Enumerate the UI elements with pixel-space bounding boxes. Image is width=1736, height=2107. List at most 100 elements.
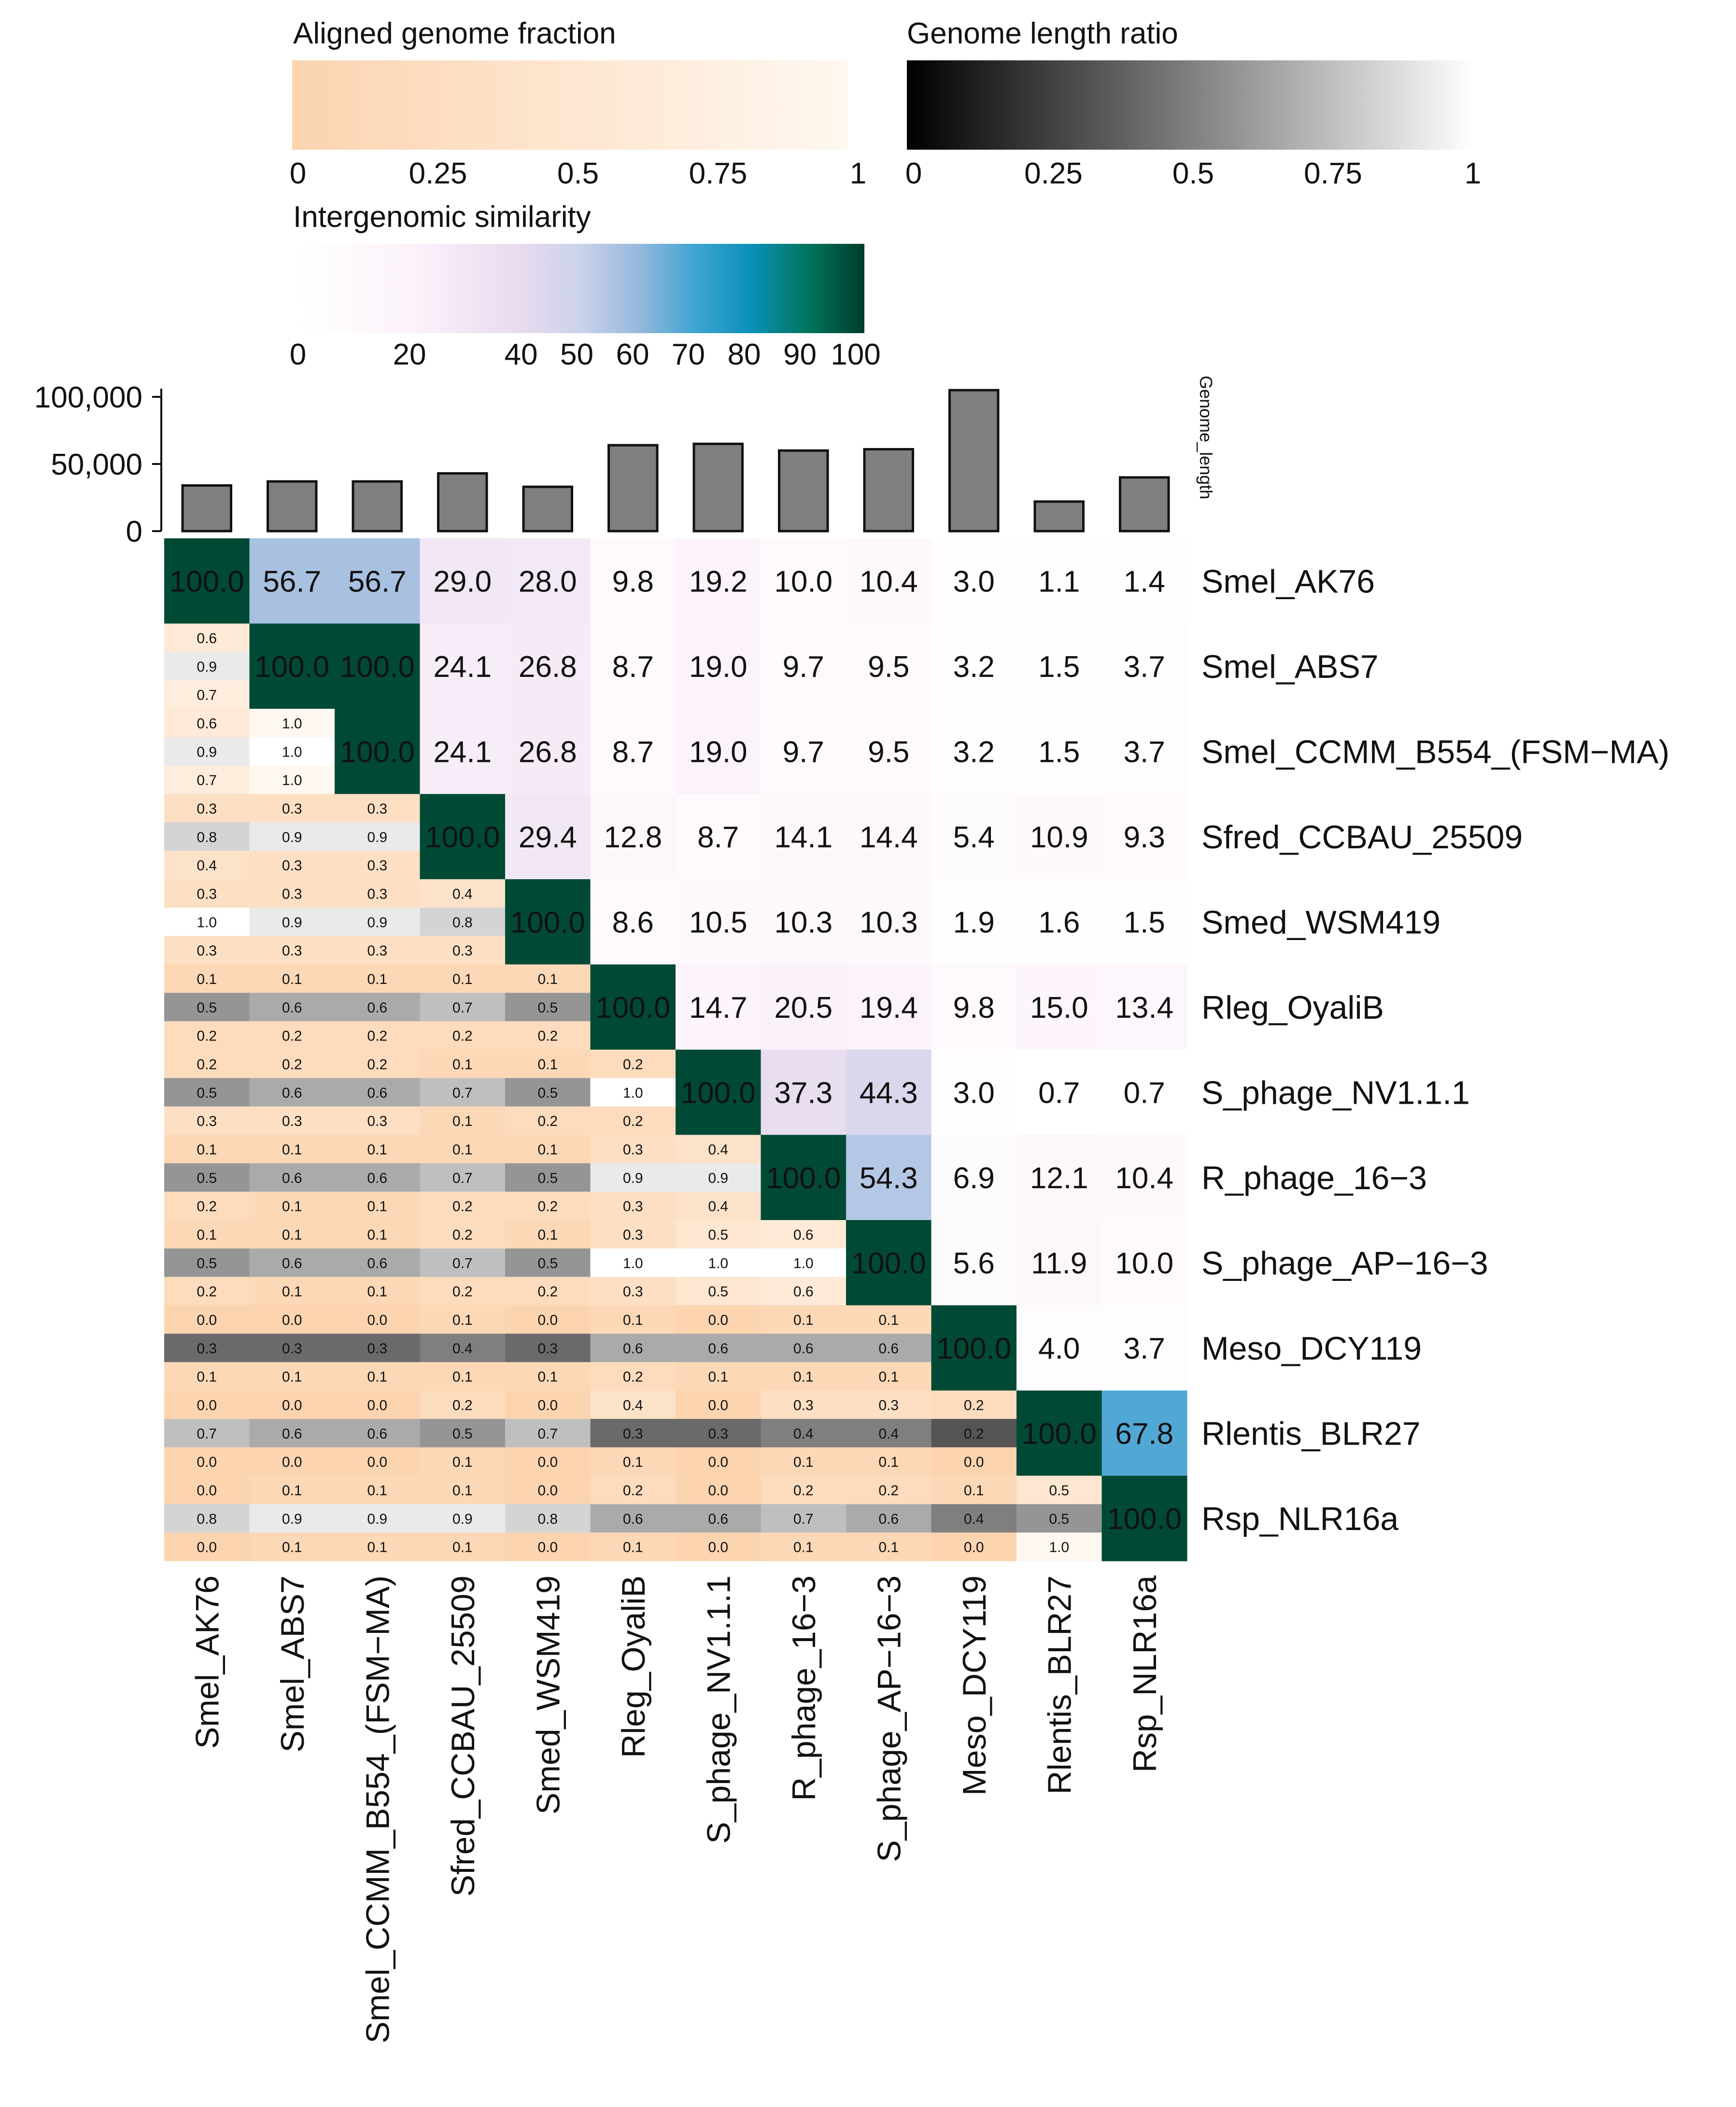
heatmap-subcell-value: 0.3	[623, 1142, 643, 1158]
heatmap-subcell-value: 0.1	[452, 971, 473, 987]
heatmap-cell-value: 10.3	[774, 906, 833, 939]
heatmap-cell-value: 10.3	[860, 906, 918, 939]
heatmap-cell	[1016, 538, 1102, 624]
heatmap-subcell-value: 0.0	[197, 1483, 217, 1499]
legend-ratio-ticks: 0 0.25 0.5 0.75 1	[905, 157, 1481, 190]
heatmap-cell-value: 56.7	[348, 565, 407, 598]
heatmap-subcell-value: 0.0	[708, 1397, 728, 1413]
heatmap-subcell	[931, 1447, 1017, 1476]
heatmap-subcell	[1016, 1532, 1102, 1561]
heatmap-subcell-value: 0.5	[708, 1227, 728, 1243]
heatmap-cell-value: 24.1	[433, 735, 492, 769]
legend-tick-label: 0.5	[1172, 157, 1214, 190]
heatmap-subcell-value: 0.4	[452, 1341, 473, 1357]
heatmap-subcell-value: 0.1	[623, 1454, 643, 1470]
heatmap-cell-value: 3.7	[1124, 1332, 1165, 1365]
heatmap-subcell-value: 0.4	[708, 1199, 728, 1215]
heatmap-cell-value: 8.7	[612, 735, 654, 769]
heatmap-subcell-value: 0.0	[282, 1454, 302, 1470]
heatmap-subcell-value: 0.6	[367, 1085, 387, 1101]
heatmap-subcell-value: 0.3	[367, 858, 387, 874]
heatmap-cell	[846, 879, 932, 965]
heatmap-subcell	[590, 1163, 676, 1192]
heatmap-subcell-value: 0.0	[367, 1397, 387, 1413]
heatmap-cell-value: 67.8	[1115, 1417, 1173, 1450]
heatmap-subcell-value: 0.0	[367, 1312, 387, 1328]
heatmap-subcell	[164, 1334, 250, 1363]
heatmap-cell-value: 10.4	[1115, 1162, 1173, 1195]
heatmap-subcell	[505, 1419, 591, 1448]
column-label: Rsp_NLR16a	[1127, 1575, 1163, 1772]
heatmap-subcell-value: 0.5	[197, 1255, 217, 1271]
heatmap-subcell	[164, 1248, 250, 1278]
heatmap-subcell-value: 0.7	[452, 1170, 473, 1186]
heatmap-subcell-value: 0.1	[282, 971, 302, 987]
heatmap-subcell-value: 0.5	[197, 1170, 217, 1186]
heatmap-subcell-value: 0.1	[197, 971, 217, 987]
heatmap-cell-value: 1.6	[1038, 906, 1080, 939]
heatmap-subcell	[249, 879, 335, 908]
heatmap-subcell	[1016, 1504, 1102, 1533]
heatmap-subcell	[505, 1532, 591, 1561]
heatmap-subcell-value: 0.1	[282, 1369, 302, 1385]
heatmap-cell-value: 100.0	[595, 991, 670, 1025]
heatmap-subcell-value: 0.6	[367, 1426, 387, 1442]
heatmap-subcell	[164, 1419, 250, 1448]
heatmap-cell	[1101, 709, 1187, 795]
heatmap-subcell	[335, 1532, 421, 1561]
row-label: Smel_CCMM_B554_(FSM−MA)	[1201, 733, 1669, 770]
heatmap-subcell	[335, 1220, 421, 1249]
heatmap-subcell-value: 0.0	[964, 1454, 984, 1470]
heatmap-subcell	[676, 1532, 762, 1561]
heatmap-subcell	[505, 1220, 591, 1249]
heatmap-subcell-value: 0.6	[282, 1255, 302, 1271]
heatmap-subcell	[249, 1106, 335, 1136]
heatmap-subcell-value: 0.9	[367, 829, 387, 845]
heatmap-cell-value: 100.0	[340, 650, 415, 684]
heatmap-subcell	[931, 1532, 1017, 1561]
heatmap-cell-value: 10.5	[689, 906, 748, 939]
heatmap-subcell	[249, 1050, 335, 1079]
heatmap-subcell	[249, 1305, 335, 1334]
heatmap-cell	[931, 709, 1017, 795]
heatmap-subcell-value: 0.1	[964, 1483, 984, 1499]
heatmap-cell-value: 15.0	[1030, 991, 1088, 1025]
heatmap-subcell	[164, 709, 250, 738]
heatmap-cell	[1101, 1220, 1187, 1306]
heatmap-subcell-value: 0.0	[282, 1397, 302, 1413]
heatmap-subcell	[420, 1504, 506, 1533]
genome-length-bar	[522, 485, 573, 533]
heatmap-subcell	[335, 907, 421, 937]
heatmap-subcell-value: 0.9	[282, 914, 302, 930]
heatmap-subcell	[164, 1220, 250, 1249]
heatmap-subcell-value: 0.2	[282, 1028, 302, 1044]
heatmap-subcell-value: 0.1	[537, 1369, 558, 1385]
heatmap-cell	[1016, 1391, 1102, 1476]
heatmap-subcell-value: 1.0	[623, 1085, 643, 1101]
heatmap-subcell-value: 1.0	[197, 914, 217, 930]
heatmap-cell	[761, 879, 847, 965]
heatmap-subcell-value: 0.2	[452, 1284, 473, 1300]
heatmap-subcell-value: 0.3	[367, 801, 387, 817]
heatmap-subcell	[420, 1277, 506, 1306]
heatmap-subcell	[249, 1504, 335, 1533]
heatmap-subcell	[249, 737, 335, 766]
legend-tick-label: 0	[290, 338, 306, 371]
heatmap-subcell-value: 0.7	[452, 1085, 473, 1101]
heatmap-subcell-value: 0.2	[367, 1056, 387, 1072]
heatmap-subcell	[335, 851, 421, 880]
heatmap-cell-value: 8.7	[697, 821, 739, 854]
heatmap-cell	[1016, 1135, 1102, 1221]
heatmap-subcell	[335, 993, 421, 1022]
heatmap-subcell	[164, 1106, 250, 1136]
genome-length-bar	[437, 472, 488, 533]
heatmap-cell-value: 100.0	[425, 821, 500, 854]
heatmap-cell	[676, 709, 762, 795]
heatmap-cell	[676, 879, 762, 965]
heatmap-subcell	[420, 1532, 506, 1561]
heatmap-subcell	[335, 1391, 421, 1419]
heatmap-subcell	[335, 1192, 421, 1221]
heatmap-subcell-value: 0.2	[197, 1284, 217, 1300]
heatmap-subcell	[249, 1135, 335, 1164]
legend-ratio-title: Genome length ratio	[907, 17, 1178, 50]
